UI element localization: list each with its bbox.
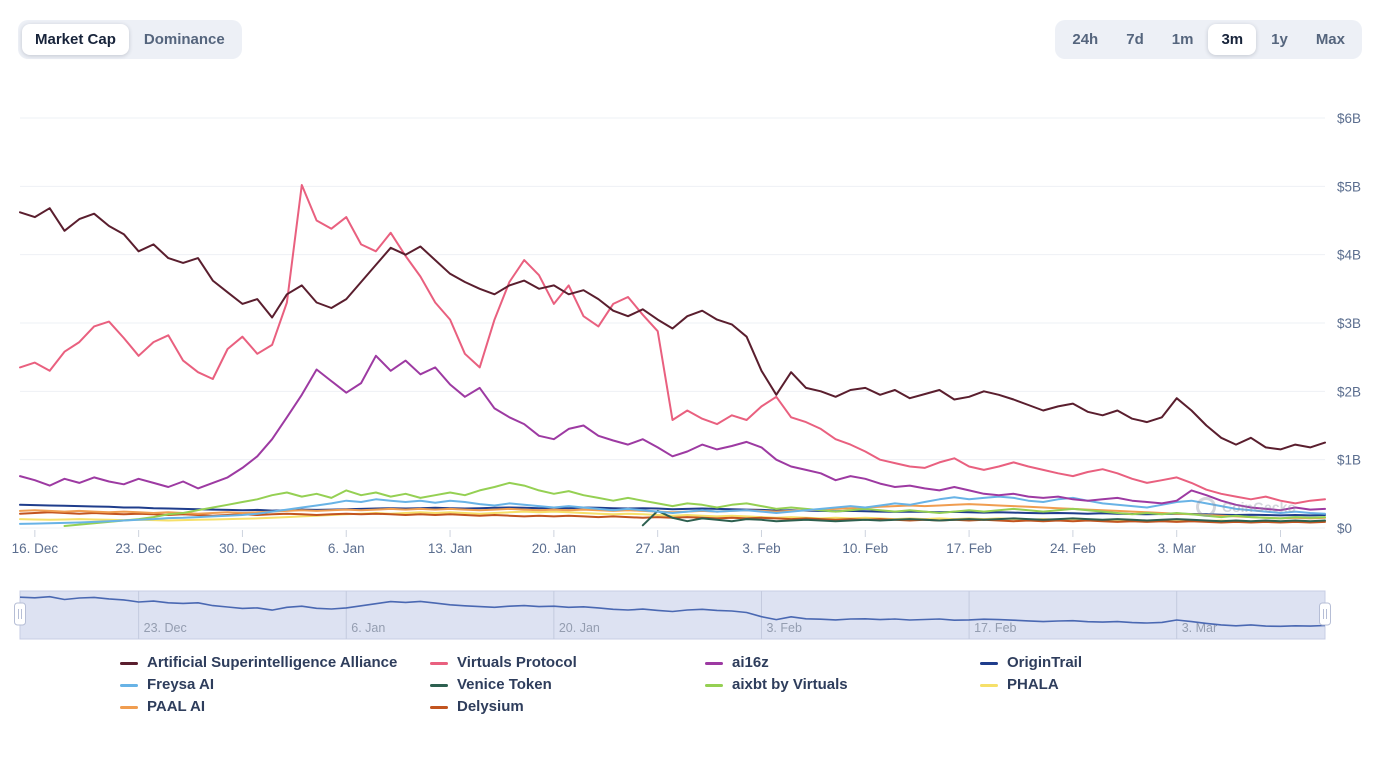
legend-swatch-icon xyxy=(705,683,723,687)
x-axis-label: 20. Jan xyxy=(532,541,576,556)
legend-column: Virtuals Protocol Venice Token Delysium xyxy=(430,654,705,716)
y-axis-label: $5B xyxy=(1337,179,1361,194)
range-tab-1y[interactable]: 1y xyxy=(1258,24,1301,55)
legend-item-origintrail[interactable]: OriginTrail xyxy=(980,654,1280,672)
x-axis-label: 16. Dec xyxy=(12,541,59,556)
legend-label: Artificial Superintelligence Alliance xyxy=(147,654,398,671)
series-line-artificial-superintelligence-alliance[interactable] xyxy=(19,207,1326,451)
legend-label: PHALA xyxy=(1007,676,1059,693)
y-axis-label: $6B xyxy=(1337,111,1361,126)
legend-item-aixbt-by-virtuals[interactable]: aixbt by Virtuals xyxy=(705,676,980,694)
legend-item-freysa-ai[interactable]: Freysa AI xyxy=(120,676,430,694)
legend-swatch-icon xyxy=(430,705,448,709)
legend-swatch-icon xyxy=(430,661,448,665)
x-axis-label: 27. Jan xyxy=(636,541,680,556)
navigator-date-label: 17. Feb xyxy=(974,621,1016,635)
y-axis-label: $4B xyxy=(1337,248,1361,263)
x-axis-label: 6. Jan xyxy=(328,541,365,556)
range-navigator[interactable]: 23. Dec 6. Jan 20. Jan 3. Feb 17. Feb 3. Mar xyxy=(0,590,1380,642)
legend-label: Venice Token xyxy=(457,676,552,693)
range-tab-3m[interactable]: 3m xyxy=(1208,24,1257,55)
x-axis-label: 17. Feb xyxy=(946,541,992,556)
x-axis-label: 10. Mar xyxy=(1258,541,1304,556)
navigator-date-label: 6. Jan xyxy=(351,621,385,635)
x-axis-label: 10. Feb xyxy=(842,541,888,556)
range-tab-max[interactable]: Max xyxy=(1303,24,1358,55)
legend-label: OriginTrail xyxy=(1007,654,1083,671)
legend-column: ai16z aixbt by Virtuals xyxy=(705,654,980,694)
y-axis-label: $3B xyxy=(1337,316,1361,331)
legend-swatch-icon xyxy=(120,683,138,687)
legend-column: OriginTrail PHALA xyxy=(980,654,1280,694)
legend-item-venice-token[interactable]: Venice Token xyxy=(430,676,705,694)
navigator-date-label: 20. Jan xyxy=(559,621,600,635)
x-axis-label: 3. Feb xyxy=(742,541,780,556)
navigator-left-handle[interactable] xyxy=(14,602,26,626)
range-tab-7d[interactable]: 7d xyxy=(1113,24,1157,55)
legend-label: PAAL AI xyxy=(147,698,206,715)
view-tab-market-cap[interactable]: Market Cap xyxy=(22,24,129,55)
legend-item-ai16z[interactable]: ai16z xyxy=(705,654,980,672)
legend-swatch-icon xyxy=(980,683,998,687)
legend-swatch-icon xyxy=(120,705,138,709)
legend-column: Artificial Superintelligence Alliance Fre… xyxy=(120,654,430,716)
legend-item-delysium[interactable]: Delysium xyxy=(430,698,705,716)
series-line-ai16z[interactable] xyxy=(19,354,1326,512)
legend-swatch-icon xyxy=(120,661,138,665)
y-axis-label: $1B xyxy=(1337,453,1361,468)
range-toggle: 24h 7d 1m 3m 1y Max xyxy=(1055,20,1362,59)
navigator-date-label: 23. Dec xyxy=(144,621,187,635)
navigator-date-label: 3. Mar xyxy=(1182,621,1217,635)
x-axis-label: 30. Dec xyxy=(219,541,266,556)
legend-label: Virtuals Protocol xyxy=(457,654,577,671)
navigator-date-label: 3. Feb xyxy=(766,621,801,635)
navigator-right-handle[interactable] xyxy=(1319,602,1331,626)
legend-label: aixbt by Virtuals xyxy=(732,676,848,693)
legend-label: Freysa AI xyxy=(147,676,214,693)
legend-item-virtuals-protocol[interactable]: Virtuals Protocol xyxy=(430,654,705,672)
x-axis-label: 13. Jan xyxy=(428,541,472,556)
legend-label: Delysium xyxy=(457,698,524,715)
main-chart[interactable]: $0 $1B $2B $3B $4B $5B $6B 16. Dec 23. Dec 30. De… xyxy=(0,78,1380,564)
y-axis-label: $2B xyxy=(1337,384,1361,399)
y-axis-label: $0 xyxy=(1337,521,1352,536)
range-tab-24h[interactable]: 24h xyxy=(1059,24,1111,55)
series-line-freysa-ai[interactable] xyxy=(19,495,1326,525)
legend-item-artificial-superintelligence-alliance[interactable]: Artificial Superintelligence Alliance xyxy=(120,654,430,672)
view-tab-dominance[interactable]: Dominance xyxy=(131,24,238,55)
x-axis-label: 24. Feb xyxy=(1050,541,1096,556)
legend-swatch-icon xyxy=(430,683,448,687)
series-line-venice-token[interactable] xyxy=(641,509,1326,527)
legend-swatch-icon xyxy=(980,661,998,665)
legend-label: ai16z xyxy=(732,654,769,671)
x-axis-label: 23. Dec xyxy=(115,541,162,556)
series-line-virtuals-protocol[interactable] xyxy=(19,184,1326,505)
legend-swatch-icon xyxy=(705,661,723,665)
series-line-aixbt-by-virtuals[interactable] xyxy=(63,481,1326,527)
legend-item-paal-ai[interactable]: PAAL AI xyxy=(120,698,430,716)
navigator-selected-range[interactable] xyxy=(19,590,1326,640)
range-tab-1m[interactable]: 1m xyxy=(1159,24,1207,55)
view-toggle: Market Cap Dominance xyxy=(18,20,242,59)
x-axis-label: 3. Mar xyxy=(1158,541,1197,556)
chart-legend: Artificial Superintelligence Alliance Fre… xyxy=(120,654,1280,716)
series-line-origintrail[interactable] xyxy=(19,503,1326,517)
legend-item-phala[interactable]: PHALA xyxy=(980,676,1280,694)
navigator-series-line xyxy=(19,595,1326,628)
